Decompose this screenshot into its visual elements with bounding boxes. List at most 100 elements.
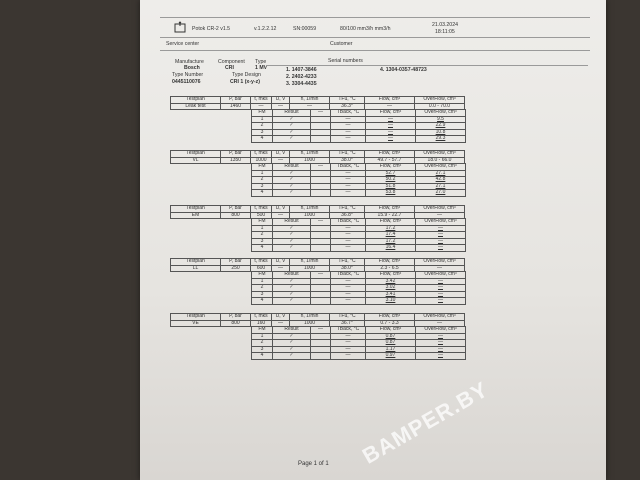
testplan-values-row: VE 800 160—1000 36.7° 0.7 - 3.3— bbox=[170, 319, 465, 328]
column-header: U, V bbox=[271, 150, 290, 158]
column-header: — bbox=[310, 326, 331, 334]
column-header: U, V bbox=[271, 258, 290, 266]
fm-number: 3 bbox=[251, 290, 273, 299]
column-header: Result bbox=[272, 109, 311, 117]
injector-row: 3 ✓ —17.2— bbox=[251, 237, 466, 246]
divider bbox=[160, 50, 590, 51]
tback-value: — bbox=[330, 169, 366, 178]
empty-cell bbox=[310, 135, 331, 143]
type-value: 1 MV bbox=[255, 65, 268, 71]
customer-label: Customer bbox=[330, 41, 353, 47]
fm-number: 4 bbox=[251, 297, 273, 305]
column-header: Flow, cm³ bbox=[365, 109, 416, 117]
injector-results-table: FM Result — TBack, °C Flow, cm³ OverFlow, cm³… bbox=[251, 218, 466, 252]
overflow-value: — bbox=[415, 345, 466, 354]
injector-row: 1 ✓ —52.7 27.1 bbox=[251, 169, 466, 178]
test-report-page: Potok CR-2 v1.5 v.1.2.2.12 SN:00059 80/1… bbox=[140, 0, 606, 480]
fm-number: 1 bbox=[251, 115, 273, 124]
column-header: t, mks bbox=[250, 150, 272, 158]
empty-cell bbox=[310, 237, 331, 246]
column-header: FM bbox=[251, 163, 273, 171]
injector-results-table: FM Result — TBack, °C Flow, cm³ OverFlow, cm³… bbox=[251, 109, 466, 143]
empty-cell bbox=[310, 115, 331, 124]
fm-number: 2 bbox=[251, 339, 273, 347]
tback-value: — bbox=[330, 182, 366, 191]
flow-value: 17.4 bbox=[365, 231, 416, 239]
result-check-icon: ✓ bbox=[272, 332, 311, 341]
injector-row: 2 ✓ —3.02— bbox=[251, 284, 466, 292]
column-header: OverFlow, cm³ bbox=[414, 258, 465, 266]
type-design-label: Type Design bbox=[232, 72, 261, 78]
type-design-value: CRI 1 (x-y-z) bbox=[230, 79, 260, 85]
empty-cell bbox=[310, 332, 331, 341]
result-check-icon: ✓ bbox=[272, 339, 311, 347]
empty-cell bbox=[310, 231, 331, 239]
column-header: Result bbox=[272, 218, 311, 226]
column-header: P, bar bbox=[220, 96, 251, 104]
empty-cell bbox=[310, 339, 331, 347]
column-header: TFu, °C bbox=[329, 96, 365, 104]
flow-value: 3.41 bbox=[365, 290, 416, 299]
tback-value: — bbox=[330, 237, 366, 246]
column-header: Flow, cm³ bbox=[365, 271, 416, 279]
fm-number: 3 bbox=[251, 128, 273, 137]
empty-cell bbox=[310, 122, 331, 130]
serial-2: 2. 2402-4233 bbox=[286, 74, 317, 80]
divider bbox=[160, 37, 590, 38]
column-header: Flow, cm³ bbox=[364, 205, 415, 213]
result-check-icon: ✓ bbox=[272, 224, 311, 233]
page-number: Page 1 of 1 bbox=[298, 461, 329, 467]
column-header: OverFlow, cm³ bbox=[415, 326, 466, 334]
overflow-value: — bbox=[415, 237, 466, 246]
column-header: Result bbox=[272, 271, 311, 279]
component-label: Component bbox=[218, 59, 245, 65]
column-header: TBack, °C bbox=[330, 163, 366, 171]
empty-cell bbox=[310, 345, 331, 354]
flow-value: — bbox=[365, 128, 416, 137]
injector-row: 3 ✓ — —10.8 bbox=[251, 128, 466, 137]
column-header: P, bar bbox=[220, 258, 251, 266]
flow-value: 50.2 bbox=[365, 176, 416, 184]
column-header: FM bbox=[251, 326, 273, 334]
column-header: TFu, °C bbox=[329, 313, 365, 321]
column-header: P, bar bbox=[220, 150, 251, 158]
column-header: Flow, cm³ bbox=[364, 258, 415, 266]
result-check-icon: ✓ bbox=[272, 237, 311, 246]
result-check-icon: ✓ bbox=[272, 244, 311, 252]
device-name: Potok CR-2 v1.5 bbox=[192, 26, 231, 32]
column-header: — bbox=[310, 163, 331, 171]
overflow-value: — bbox=[415, 297, 466, 305]
manufacture-label: Manufacture bbox=[175, 59, 204, 65]
fm-number: 2 bbox=[251, 122, 273, 130]
column-header: Flow, cm³ bbox=[365, 163, 416, 171]
result-check-icon: ✓ bbox=[272, 277, 311, 286]
overflow-value: — bbox=[415, 224, 466, 233]
result-check-icon: ✓ bbox=[272, 182, 311, 191]
result-check-icon: ✓ bbox=[272, 169, 311, 178]
injector-row: 3 ✓ —3.41— bbox=[251, 290, 466, 299]
flow-value: 52.7 bbox=[365, 169, 416, 178]
injector-row: 1 ✓ —3.42— bbox=[251, 277, 466, 286]
tback-value: — bbox=[330, 352, 366, 360]
column-header: Testplan bbox=[170, 258, 221, 266]
tback-value: — bbox=[330, 277, 366, 286]
testplan-values-row: Leak test 1460— — —36.3° —0.0 - 70.0 bbox=[170, 102, 465, 111]
column-header: Flow, cm³ bbox=[364, 96, 415, 104]
tback-value: — bbox=[330, 135, 366, 143]
fm-number: 1 bbox=[251, 224, 273, 233]
tback-value: — bbox=[330, 224, 366, 233]
injector-row: 3 ✓ —51.8 27.1 bbox=[251, 182, 466, 191]
column-header: OverFlow, cm³ bbox=[415, 218, 466, 226]
divider bbox=[160, 17, 590, 18]
injector-row: 1 ✓ —17.2— bbox=[251, 224, 466, 233]
fm-number: 4 bbox=[251, 135, 273, 143]
empty-cell bbox=[310, 182, 331, 191]
tback-value: — bbox=[330, 122, 366, 130]
column-header: t, mks bbox=[250, 258, 272, 266]
testplan-value: Leak test bbox=[170, 102, 221, 111]
